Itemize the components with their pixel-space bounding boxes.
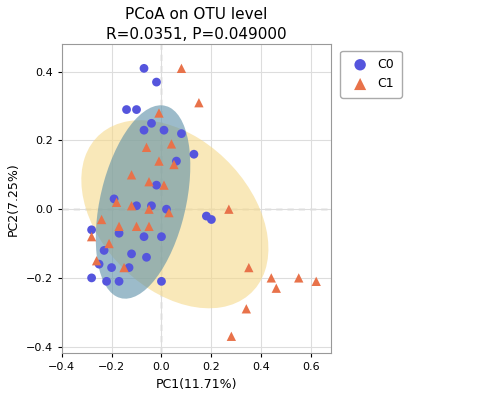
C1 <box>242 306 250 312</box>
C0 <box>140 65 148 72</box>
C0 <box>208 217 216 223</box>
C0 <box>148 203 156 209</box>
C1 <box>128 203 136 209</box>
C1 <box>145 206 153 213</box>
C1 <box>155 110 163 116</box>
Ellipse shape <box>96 105 190 298</box>
C1 <box>98 217 106 223</box>
C0 <box>115 230 123 236</box>
C0 <box>158 278 166 285</box>
C0 <box>140 127 148 133</box>
C0 <box>125 264 133 271</box>
C1 <box>112 199 120 205</box>
X-axis label: PC1(11.71%): PC1(11.71%) <box>156 378 237 391</box>
C1 <box>155 158 163 164</box>
C1 <box>245 264 253 271</box>
C0 <box>128 251 136 257</box>
C0 <box>152 182 160 188</box>
C0 <box>142 254 150 260</box>
C1 <box>128 172 136 178</box>
C0 <box>95 261 103 267</box>
C1 <box>88 234 96 240</box>
Legend: C0, C1: C0, C1 <box>340 51 402 98</box>
C0 <box>140 234 148 240</box>
C1 <box>178 65 186 72</box>
C0 <box>88 275 96 281</box>
C1 <box>165 209 173 216</box>
C1 <box>272 285 280 291</box>
C0 <box>152 79 160 85</box>
C1 <box>160 182 168 188</box>
C0 <box>110 196 118 202</box>
C1 <box>132 223 140 230</box>
C1 <box>168 141 175 147</box>
C0 <box>88 226 96 233</box>
C1 <box>268 275 276 281</box>
C0 <box>108 264 116 271</box>
C1 <box>142 144 150 150</box>
C0 <box>132 106 140 113</box>
C0 <box>160 127 168 133</box>
C1 <box>312 278 320 285</box>
C0 <box>148 120 156 127</box>
C1 <box>92 258 100 264</box>
Title: PCoA on OTU level
R=0.0351, P=0.049000: PCoA on OTU level R=0.0351, P=0.049000 <box>106 7 286 42</box>
C0 <box>190 151 198 158</box>
C1 <box>195 100 203 106</box>
C0 <box>158 234 166 240</box>
C0 <box>115 278 123 285</box>
Ellipse shape <box>82 120 268 308</box>
C1 <box>105 240 113 247</box>
C0 <box>172 158 180 164</box>
C0 <box>102 278 110 285</box>
C1 <box>228 333 235 339</box>
C1 <box>145 223 153 230</box>
C1 <box>225 206 233 213</box>
C0 <box>202 213 210 219</box>
C1 <box>145 179 153 185</box>
C0 <box>122 106 130 113</box>
C1 <box>294 275 302 281</box>
C0 <box>162 206 170 213</box>
C1 <box>120 264 128 271</box>
C0 <box>132 203 140 209</box>
C0 <box>100 247 108 254</box>
C0 <box>178 131 186 137</box>
Y-axis label: PC2(7.25%): PC2(7.25%) <box>7 162 20 236</box>
C1 <box>115 223 123 230</box>
C1 <box>170 161 178 168</box>
